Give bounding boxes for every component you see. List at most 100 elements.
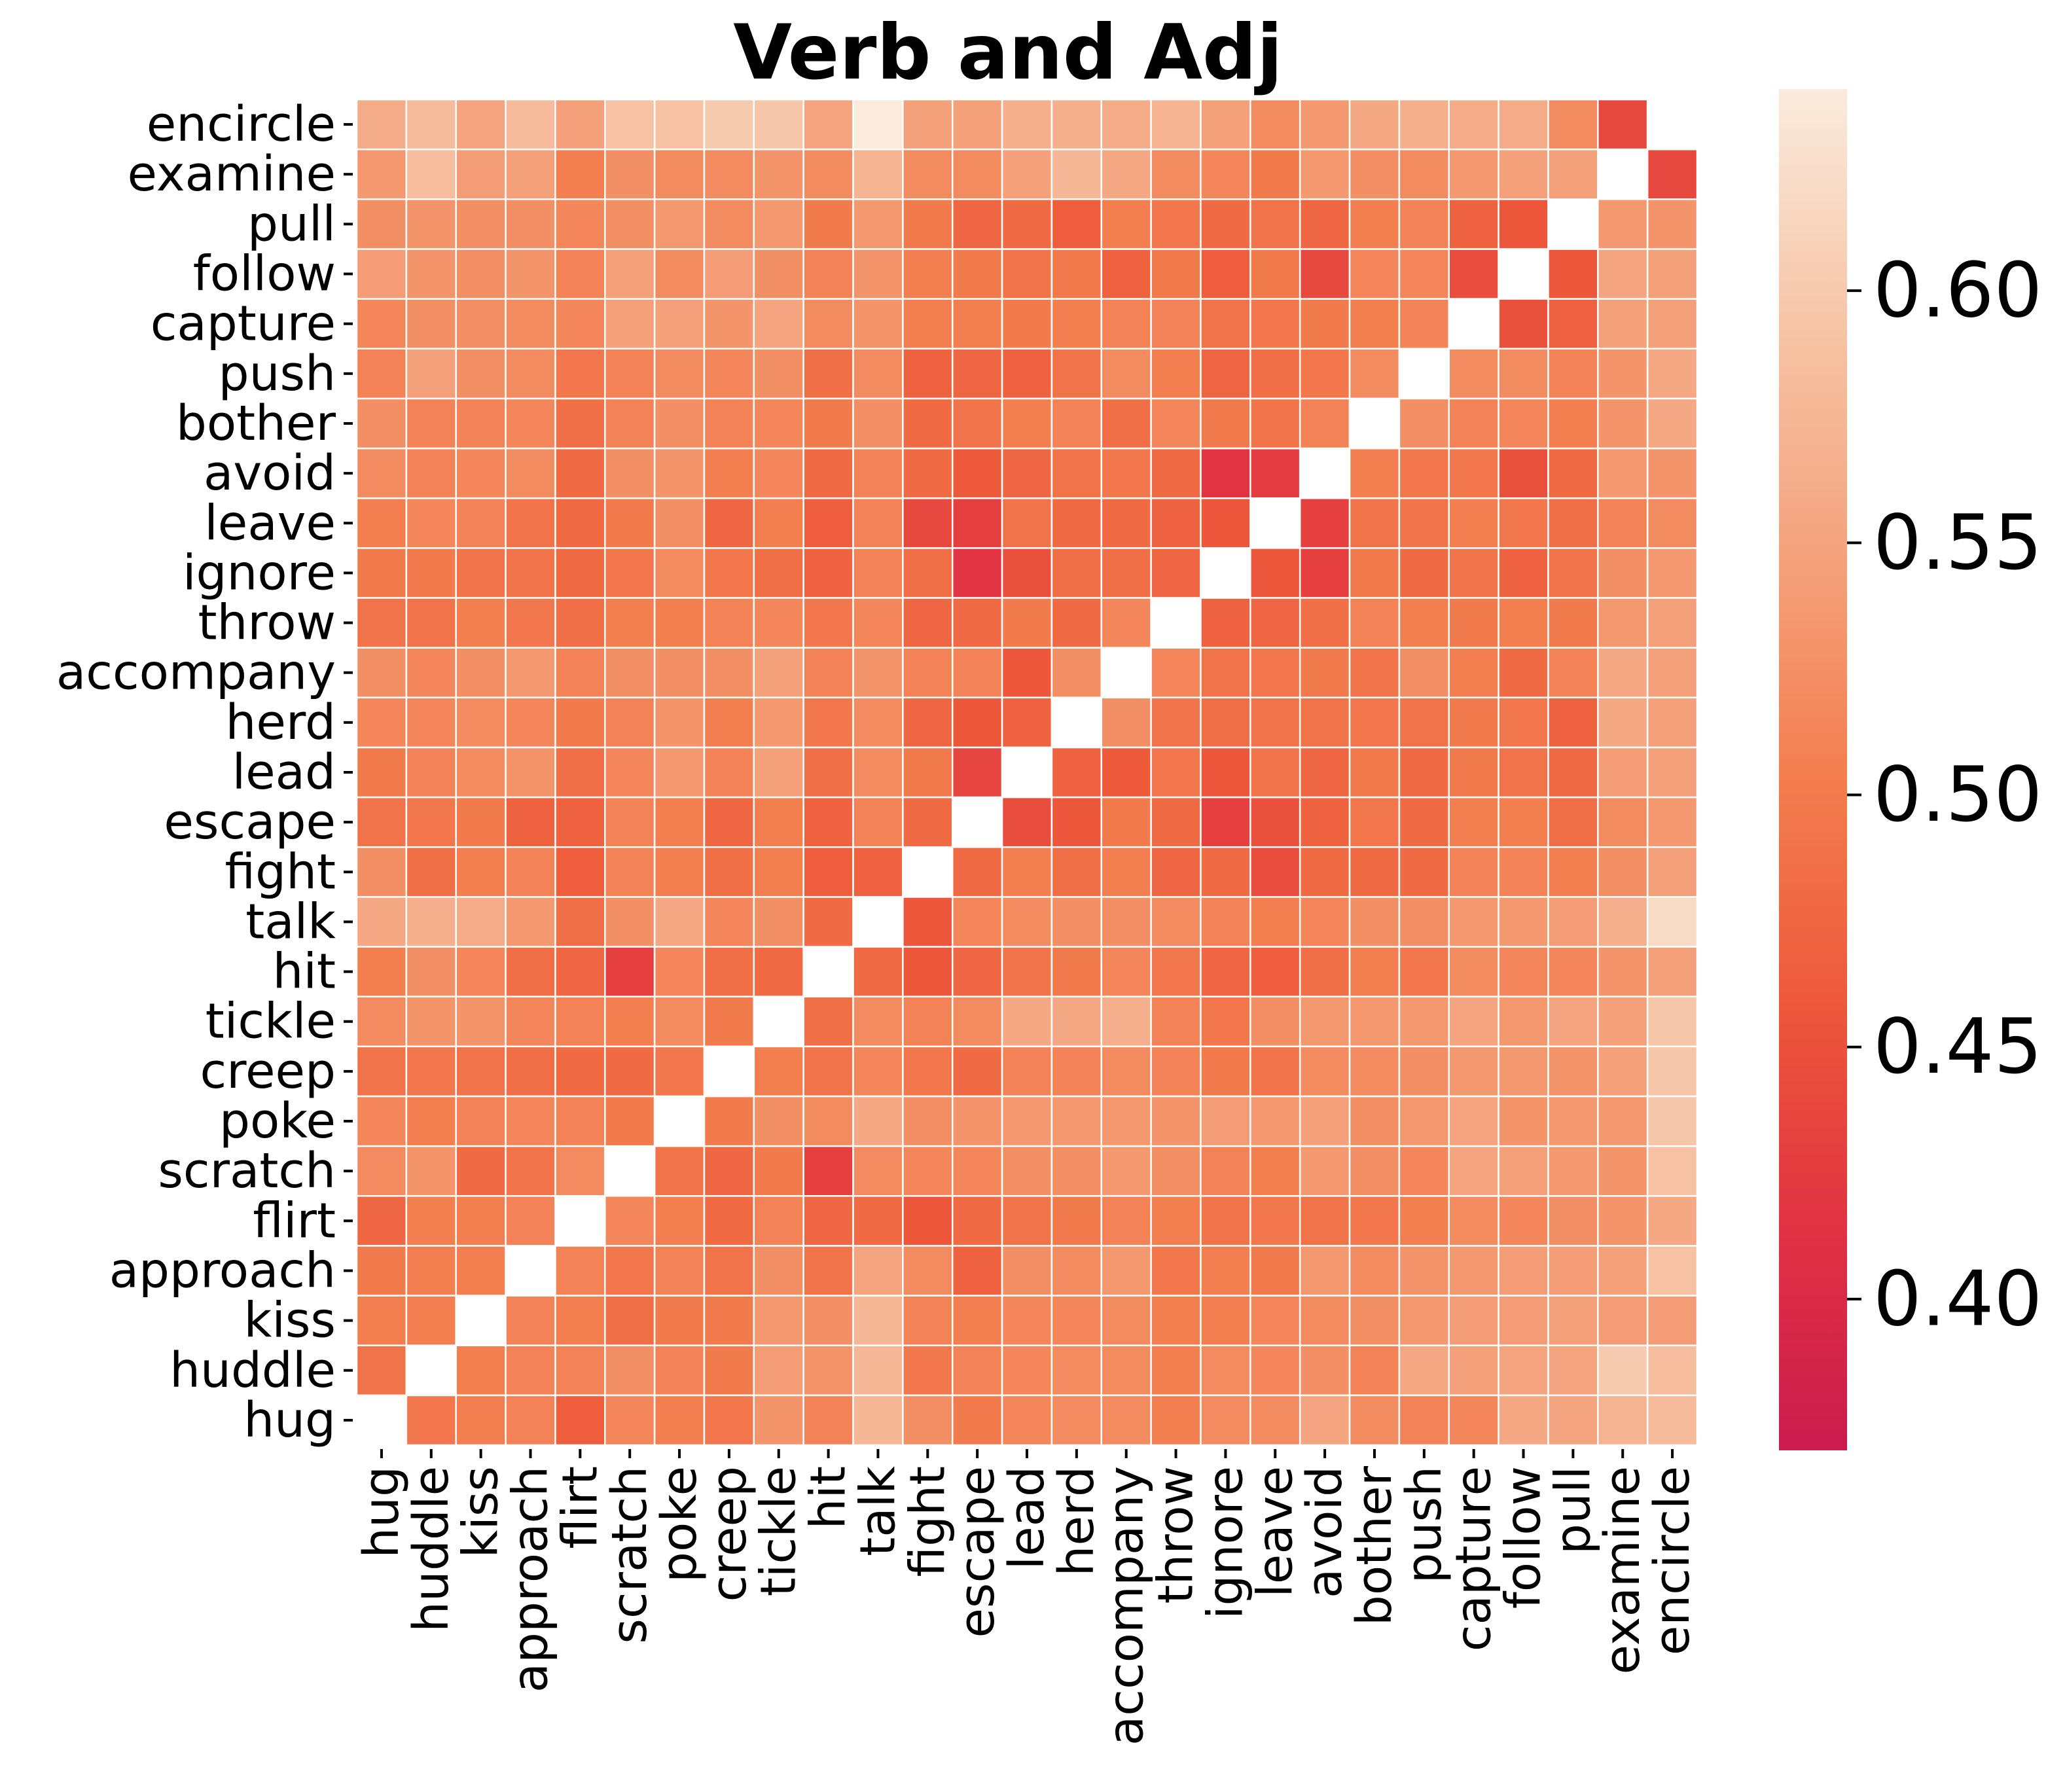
heatmap-cell-creep-creep	[703, 1045, 755, 1098]
heatmap-cell-accompany-herd	[1050, 647, 1103, 699]
heatmap-cell-accompany-encircle	[1646, 647, 1698, 699]
heatmap-cell-kiss-approach	[505, 1295, 556, 1346]
heatmap-cell-fight-tickle	[753, 846, 804, 898]
heatmap-cell-bother-talk	[852, 397, 904, 450]
heatmap-cell-poke-herd	[1050, 1095, 1103, 1147]
heatmap-cell-avoid-flirt	[554, 447, 606, 499]
heatmap-cell-capture-talk	[852, 298, 904, 349]
heatmap-cell-push-tickle	[753, 348, 804, 400]
heatmap-cell-poke-encircle	[1646, 1095, 1698, 1147]
heatmap-cell-flirt-ignore	[1200, 1195, 1251, 1247]
heatmap-cell-examine-flirt	[554, 148, 606, 200]
heatmap-cell-talk-encircle	[1646, 896, 1698, 948]
x-tick-label: approach	[502, 1466, 558, 1693]
heatmap-cell-lead-ignore	[1200, 746, 1251, 798]
heatmap-cell-creep-scratch	[604, 1045, 656, 1098]
heatmap-cell-talk-lead	[1001, 896, 1053, 948]
heatmap-cell-tickle-herd	[1050, 995, 1103, 1048]
heatmap-cell-accompany-pull	[1547, 647, 1599, 699]
heatmap-cell-poke-push	[1398, 1095, 1450, 1147]
x-tick-label: encircle	[1644, 1466, 1700, 1655]
heatmap-cell-flirt-talk	[852, 1195, 904, 1247]
heatmap-cell-follow-leave	[1249, 248, 1301, 300]
heatmap-cell-encircle-poke	[653, 98, 706, 151]
heatmap-cell-capture-pull	[1547, 298, 1599, 349]
heatmap-cell-hit-hug	[355, 946, 408, 997]
heatmap-cell-approach-ignore	[1200, 1245, 1251, 1297]
heatmap-cell-lead-capture	[1448, 746, 1499, 798]
heatmap-cell-tickle-hit	[802, 995, 854, 1048]
heatmap-cell-scratch-leave	[1249, 1145, 1301, 1197]
heatmap-cell-capture-avoid	[1299, 298, 1351, 349]
x-tick-label: follow	[1496, 1466, 1552, 1609]
heatmap-cell-kiss-scratch	[604, 1295, 656, 1346]
heatmap-cell-leave-poke	[653, 497, 706, 549]
heatmap-cell-talk-escape	[951, 896, 1003, 948]
heatmap-cell-escape-bother	[1348, 796, 1401, 848]
heatmap-cell-follow-lead	[1001, 248, 1053, 300]
heatmap-cell-flirt-huddle	[405, 1195, 457, 1247]
heatmap-cell-approach-escape	[951, 1245, 1003, 1297]
heatmap-cell-escape-hit	[802, 796, 854, 848]
heatmap-cell-leave-leave	[1249, 497, 1301, 549]
heatmap-cell-encircle-talk	[852, 98, 904, 151]
heatmap-cell-approach-tickle	[753, 1245, 804, 1297]
heatmap-cell-poke-examine	[1597, 1095, 1649, 1147]
heatmap-cell-poke-huddle	[405, 1095, 457, 1147]
heatmap-cell-leave-encircle	[1646, 497, 1698, 549]
heatmap-cell-lead-encircle	[1646, 746, 1698, 798]
heatmap-cell-kiss-ignore	[1200, 1295, 1251, 1346]
x-tick-label: avoid	[1297, 1466, 1353, 1598]
heatmap-cell-hit-follow	[1498, 946, 1549, 997]
heatmap-cell-hug-accompany	[1100, 1394, 1152, 1446]
heatmap-cell-throw-leave	[1249, 597, 1301, 649]
heatmap-cell-lead-fight	[902, 746, 954, 798]
heatmap-cell-kiss-leave	[1249, 1295, 1301, 1346]
heatmap-cell-examine-avoid	[1299, 148, 1351, 200]
x-tick-label: escape	[949, 1466, 1005, 1638]
heatmap-cell-kiss-throw	[1150, 1295, 1202, 1346]
heatmap-cell-ignore-throw	[1150, 547, 1202, 599]
heatmap-cell-hit-scratch	[604, 946, 656, 997]
heatmap-cell-ignore-ignore	[1200, 547, 1251, 599]
chart-title: Verb and Adj	[733, 9, 1283, 97]
heatmap-cell-herd-ignore	[1200, 696, 1251, 749]
heatmap-cell-escape-examine	[1597, 796, 1649, 848]
heatmap-cell-huddle-leave	[1249, 1344, 1301, 1397]
heatmap-cell-follow-tickle	[753, 248, 804, 300]
heatmap-cell-pull-accompany	[1100, 198, 1152, 250]
heatmap-cell-poke-flirt	[554, 1095, 606, 1147]
y-tick-label: kiss	[243, 1293, 336, 1349]
heatmap-cell-scratch-fight	[902, 1145, 954, 1197]
heatmap-cell-huddle-flirt	[554, 1344, 606, 1397]
heatmap-cell-capture-ignore	[1200, 298, 1251, 349]
heatmap-cell-herd-flirt	[554, 696, 606, 749]
heatmap-cell-pull-poke	[653, 198, 706, 250]
heatmap-cell-ignore-tickle	[753, 547, 804, 599]
heatmap-cell-pull-flirt	[554, 198, 606, 250]
heatmap-cell-bother-capture	[1448, 397, 1499, 450]
heatmap-cell-push-escape	[951, 348, 1003, 400]
heatmap-cell-push-scratch	[604, 348, 656, 400]
heatmap-cell-push-kiss	[455, 348, 507, 400]
heatmap-cell-hit-encircle	[1646, 946, 1698, 997]
heatmap-cell-capture-accompany	[1100, 298, 1152, 349]
heatmap-cell-accompany-escape	[951, 647, 1003, 699]
heatmap-cell-lead-hug	[355, 746, 408, 798]
heatmap-cell-huddle-follow	[1498, 1344, 1549, 1397]
heatmap-cell-hug-talk	[852, 1394, 904, 1446]
heatmap-cell-approach-pull	[1547, 1245, 1599, 1297]
heatmap-cell-capture-encircle	[1646, 298, 1698, 349]
heatmap-cell-flirt-encircle	[1646, 1195, 1698, 1247]
heatmap-cell-herd-bother	[1348, 696, 1401, 749]
heatmap-cell-scratch-scratch	[604, 1145, 656, 1197]
heatmap-cell-talk-bother	[1348, 896, 1401, 948]
heatmap-cell-push-ignore	[1200, 348, 1251, 400]
heatmap-cell-capture-fight	[902, 298, 954, 349]
heatmap-cell-encircle-hit	[802, 98, 854, 151]
heatmap-cell-huddle-accompany	[1100, 1344, 1152, 1397]
heatmap-cell-flirt-pull	[1547, 1195, 1599, 1247]
heatmap-cell-hit-leave	[1249, 946, 1301, 997]
heatmap-cell-approach-leave	[1249, 1245, 1301, 1297]
heatmap-cell-herd-throw	[1150, 696, 1202, 749]
